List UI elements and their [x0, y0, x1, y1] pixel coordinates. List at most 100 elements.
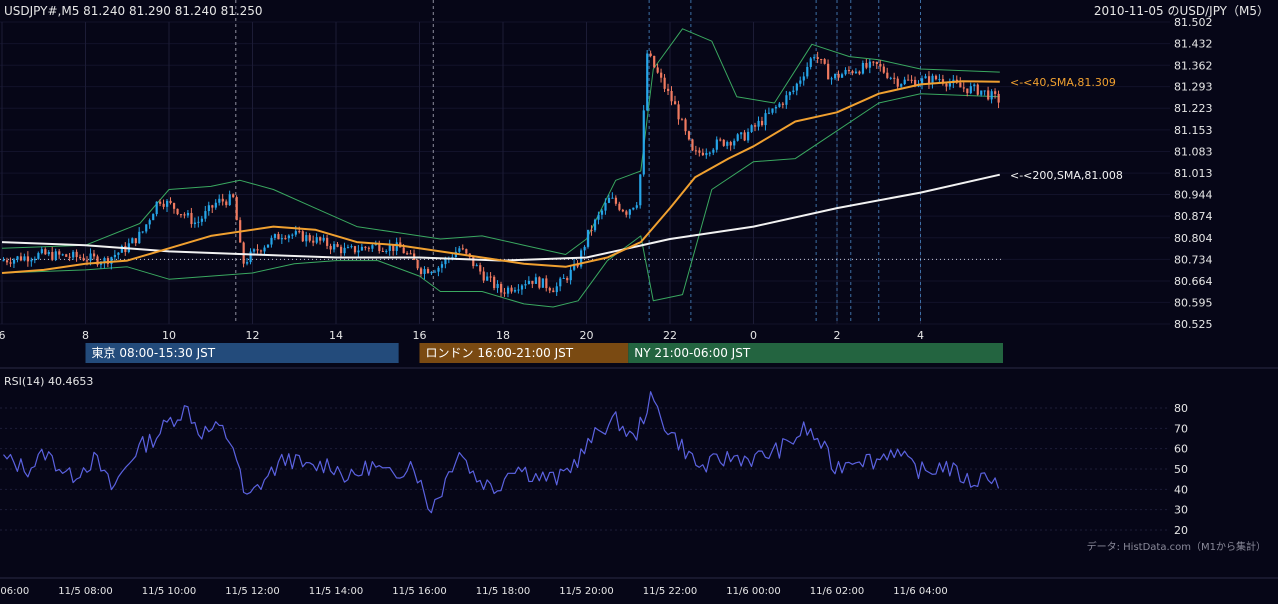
candle-bull	[433, 271, 437, 273]
rsi-tick-label: 80	[1174, 402, 1188, 415]
candle-bear	[256, 249, 259, 251]
time-tick-label: 11/5 06:00	[0, 586, 29, 597]
price-grid	[0, 21, 1170, 325]
candle-bull	[607, 197, 611, 203]
candle-bull	[152, 214, 155, 221]
candle-bear	[308, 235, 311, 241]
candle-bull	[555, 286, 558, 293]
candle-bull	[16, 256, 19, 260]
candle-bull	[385, 250, 388, 252]
rsi-grid	[0, 407, 1170, 531]
candle-bull	[600, 210, 604, 215]
candle-bull	[423, 269, 426, 274]
candle-bull	[830, 78, 833, 80]
hour-tick-label: 10	[162, 329, 176, 342]
price-tick-label: 80.664	[1174, 275, 1213, 288]
candle-bull	[635, 205, 638, 208]
symbol-ohlc-text: USDJPY#,M5 81.240 81.290 81.240 81.250	[4, 4, 263, 18]
candle-bull	[969, 86, 972, 94]
candle-bear	[618, 203, 621, 210]
candle-bear	[531, 280, 534, 284]
candle-bull	[795, 83, 798, 91]
candle-bull	[89, 253, 92, 261]
candle-bear	[962, 87, 965, 89]
candle-bear	[934, 75, 938, 80]
candle-bull	[204, 211, 207, 219]
candle-bear	[754, 125, 757, 127]
candle-bull	[12, 259, 16, 264]
hour-tick-label: 4	[917, 329, 924, 342]
candle-bull	[559, 278, 562, 287]
session-london-label: ロンドン 16:00-21:00 JST	[426, 346, 574, 360]
candle-bear	[680, 119, 684, 121]
data-source-note: データ: HistData.com（M1から集計）	[1087, 540, 1266, 553]
candle-bull	[524, 284, 527, 286]
candle-bear	[426, 269, 430, 274]
candle-bear	[82, 257, 85, 261]
candle-bear	[465, 249, 468, 254]
candle-bear	[298, 231, 301, 233]
candle-bull	[628, 209, 631, 215]
candle-bear	[872, 61, 875, 63]
candle-bull	[40, 249, 43, 254]
candle-bear	[649, 53, 652, 56]
candle-bull	[444, 258, 447, 265]
price-tick-label: 80.595	[1174, 296, 1213, 309]
time-tick-label: 11/5 12:00	[225, 586, 279, 597]
sma40-annotation: <-<40,SMA,81.309	[1010, 76, 1116, 89]
candle-bull	[924, 76, 927, 79]
candle-bear	[673, 101, 677, 105]
candle-bear	[959, 82, 962, 88]
candle-bear	[301, 231, 304, 242]
candle-bull	[921, 78, 924, 84]
candle-bear	[420, 268, 423, 274]
candle-bull	[903, 79, 906, 85]
candle-bear	[781, 103, 785, 105]
rsi-axis-labels: 20 30 40 50 60 70 80	[1174, 402, 1188, 537]
candle-bear	[19, 256, 23, 261]
candle-bull	[270, 237, 273, 245]
price-tick-label: 81.013	[1174, 167, 1213, 180]
candle-bull	[712, 149, 715, 153]
candle-bull	[527, 280, 531, 285]
candle-bull	[715, 139, 718, 150]
candle-bear	[416, 260, 419, 269]
session-ny-bar	[628, 343, 1003, 363]
candle-bear	[910, 79, 913, 81]
candle-bear	[677, 104, 680, 120]
price-tick-label: 81.362	[1174, 59, 1213, 72]
session-tokyo-label: 東京 08:00-15:30 JST	[92, 346, 216, 360]
candle-bull	[30, 260, 33, 262]
candle-bull	[360, 246, 364, 251]
candle-bear	[851, 71, 854, 74]
rsi-tick-label: 20	[1174, 524, 1188, 537]
candle-bull	[322, 237, 325, 241]
candle-bull	[193, 222, 197, 225]
moving-averages	[1, 80, 1001, 274]
candle-bear	[277, 234, 280, 240]
time-tick-label: 11/6 00:00	[726, 586, 780, 597]
candle-bull	[2, 260, 5, 262]
price-tick-label: 81.223	[1174, 102, 1213, 115]
candle-bear	[159, 201, 162, 204]
candle-bull	[611, 197, 614, 199]
candle-bear	[875, 61, 878, 65]
candle-bull	[767, 112, 771, 114]
hour-tick-label: 8	[82, 329, 89, 342]
time-tick-label: 11/5 16:00	[392, 586, 446, 597]
candle-bull	[792, 90, 795, 92]
candle-bull	[451, 257, 454, 259]
candle-bull	[207, 205, 210, 212]
candle-bull	[593, 219, 597, 231]
candle-bear	[987, 90, 990, 100]
candle-bull	[736, 134, 739, 141]
candle-bear	[235, 197, 238, 221]
candle-bear	[172, 203, 176, 209]
candle-bear	[914, 79, 917, 87]
bollinger-upper	[1, 28, 1000, 255]
candle-bear	[820, 59, 823, 61]
candle-bear	[96, 256, 99, 265]
candle-bull	[155, 201, 158, 215]
candle-bull	[23, 256, 26, 261]
candle-bear	[941, 79, 945, 84]
